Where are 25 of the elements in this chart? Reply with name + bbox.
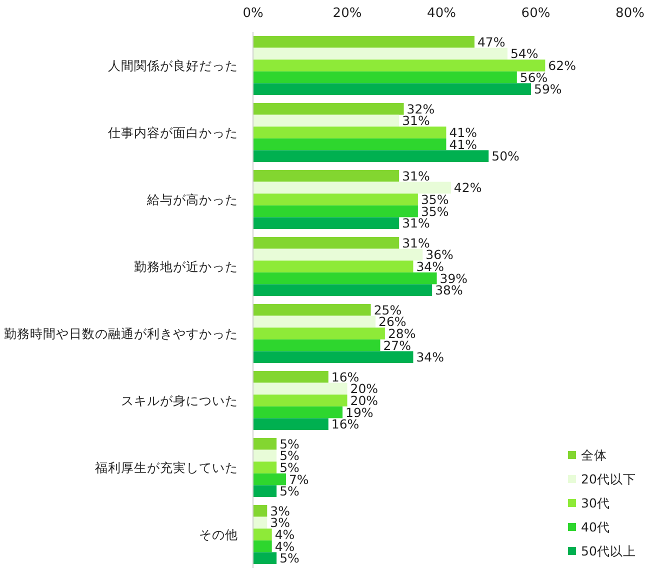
x-tick-label: 80%	[616, 6, 644, 21]
y-tick-label: 勤務地が近かった	[134, 259, 238, 274]
data-label: 47%	[477, 34, 506, 50]
legend-label: 50代以上	[581, 544, 636, 558]
data-label: 62%	[548, 58, 576, 73]
y-tick-label: その他	[199, 527, 238, 542]
data-label: 42%	[454, 180, 482, 196]
legend-label: 30代	[581, 496, 610, 510]
x-tick-label: 0%	[242, 6, 264, 21]
y-tick-label: 仕事内容が面白かった	[107, 125, 238, 140]
legend-label: 40代	[581, 520, 610, 534]
y-tick-label: 人間関係が良好だった	[108, 58, 238, 73]
x-tick-label: 60%	[521, 6, 550, 21]
x-tick-label: 40%	[427, 6, 456, 21]
data-label: 34%	[416, 350, 444, 365]
legend-label: 20代以下	[581, 472, 636, 486]
legend-label: 全体	[581, 448, 607, 462]
y-tick-label: 給与が高かった	[146, 192, 238, 207]
y-tick-label: スキルが身についた	[121, 393, 238, 408]
y-tick-label: 勤務時間や日数の融通が利きやすかった	[4, 326, 238, 341]
y-tick-label: 福利厚生が充実していた	[95, 460, 238, 475]
x-tick-label: 20%	[332, 6, 362, 21]
data-label: 54%	[510, 46, 538, 62]
data-label: 50%	[492, 148, 520, 164]
data-label: 31%	[402, 168, 430, 184]
